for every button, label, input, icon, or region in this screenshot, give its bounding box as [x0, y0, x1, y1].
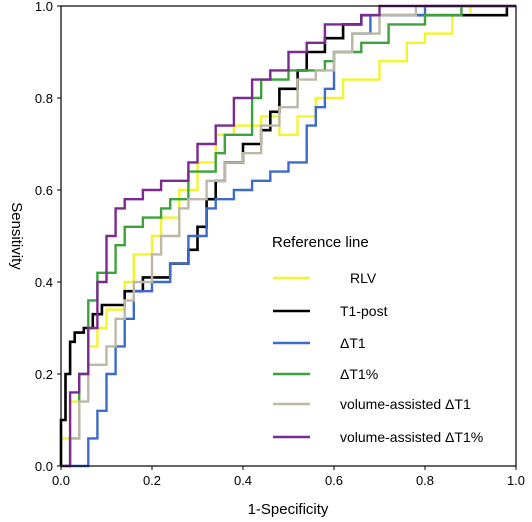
legend-item: volume-assisted ΔT1 [273, 396, 471, 412]
legend-label: RLV [350, 270, 377, 286]
plot-frame [60, 5, 517, 467]
y-tick-label: 1.0 [35, 0, 53, 14]
x-tick-label: 0.4 [234, 473, 252, 488]
axes-layer: 0.0 0.2 0.4 0.6 0.8 1.0 0.0 0.2 0.4 0.6 0.8 1.0 [35, 0, 525, 488]
x-tick-label: 1.0 [507, 473, 525, 488]
legend-item: volume-assisted ΔT1% [273, 429, 483, 445]
y-tick-label: 0.0 [35, 459, 53, 474]
legend-label: ΔT1 [340, 335, 366, 351]
legend-item: RLV [273, 270, 377, 286]
legend-item: ΔT1 [273, 335, 366, 351]
legend-item: T1-post [273, 303, 388, 319]
series-line-6 [61, 4, 516, 468]
y-tick-label: 0.4 [35, 275, 53, 290]
series-layer [59, 4, 516, 468]
legend: Reference line RLV T1-post ΔT1 ΔT1% volume-a… [272, 234, 483, 445]
y-tick-label: 0.8 [35, 91, 53, 106]
y-tick-label: 0.2 [35, 367, 53, 382]
x-tick-label: 0.2 [143, 473, 161, 488]
series-line-5 [61, 4, 516, 468]
x-tick-label: 0.8 [416, 473, 434, 488]
x-axis-label: 1-Specificity [248, 501, 329, 518]
y-axis-label: Sensitivity [8, 202, 25, 270]
legend-label: volume-assisted ΔT1 [340, 396, 471, 412]
x-tick-label: 0.0 [52, 473, 70, 488]
legend-label: T1-post [340, 303, 388, 319]
legend-title: Reference line [272, 234, 369, 251]
legend-label: ΔT1% [340, 366, 378, 382]
legend-label: volume-assisted ΔT1% [340, 429, 483, 445]
legend-item: ΔT1% [273, 366, 378, 382]
x-tick-label: 0.6 [325, 473, 343, 488]
y-tick-label: 0.6 [35, 183, 53, 198]
